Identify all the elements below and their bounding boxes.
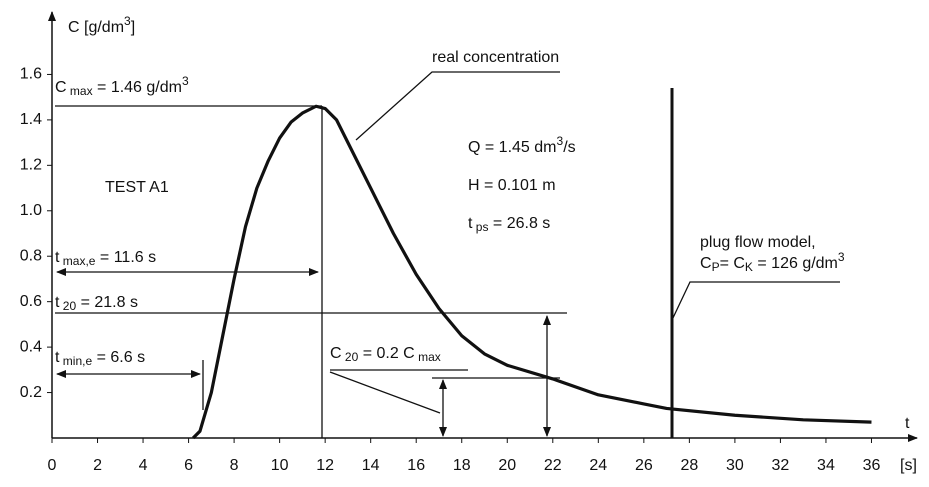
annotation: real concentration [432,49,559,66]
annotation: t max,e = 11.6 s [55,249,156,268]
x-tick-label: 30 [726,457,744,474]
annotation-part: max [415,350,441,364]
annotation: C [g/dm3] [68,14,135,36]
annotation-part: ] [131,19,135,36]
x-tick-label: 2 [93,457,102,474]
annotation-part: /s [563,139,575,156]
leader-line [329,371,441,414]
annotation-part: max [67,84,93,98]
annotation: plug flow model, [700,234,816,251]
x-tick-label: 36 [863,457,881,474]
annotation-part: t [55,249,60,266]
annotation-part: = 1.46 g/dm [93,79,182,96]
y-tick-label: 0.6 [20,293,42,310]
x-tick-label: 28 [680,457,698,474]
annotation-part: t [55,294,60,311]
annotation-part: 3 [124,14,131,28]
annotation: H = 0.101 m [468,177,556,194]
annotation: t ps = 26.8 s [468,215,550,234]
annotation-part: = 126 g/dm [753,255,838,272]
annotation-part: 3 [182,74,189,88]
annotation-part: C [55,79,67,96]
annotation-part: = C [720,255,745,272]
x-tick-label: 6 [184,457,193,474]
annotation-part: C [700,255,712,272]
annotation-part: min,e [59,354,92,368]
x-tick-label: 22 [544,457,562,474]
annotation-part: max,e [59,254,95,268]
annotation-part: C [g/dm [68,19,124,36]
x-tick-label: 0 [48,457,57,474]
x-tick-label: 14 [362,457,380,474]
annotation-part: 20 [59,299,76,313]
x-tick-label: 8 [230,457,239,474]
x-tick-label: 10 [271,457,289,474]
y-tick-label: 1.4 [20,111,42,128]
annotation-part: = 11.6 s [95,249,156,266]
x-tick-label: 32 [772,457,790,474]
y-tick-label: 0.4 [20,338,42,355]
annotation-part: t [55,349,60,366]
x-tick-label: 18 [453,457,471,474]
y-tick-label: 0.8 [20,247,42,264]
x-tick-label: 20 [498,457,516,474]
annotation-part: P [712,260,720,274]
y-tick-label: 1.0 [20,202,42,219]
annotation-part: H = 0.101 m [468,177,556,194]
annotation-lines [55,71,840,438]
x-tick-label: 34 [817,457,835,474]
annotation: TEST A1 [105,179,169,196]
curve [192,104,872,440]
annotation-part: = 0.2 C [358,345,414,362]
x-tick-label: 24 [589,457,607,474]
x-axis-label: t [905,415,910,432]
x-axis-unit: [s] [900,457,917,474]
y-tick-label: 0.2 [20,384,42,401]
annotation-part: 20 [342,350,359,364]
annotation: t min,e = 6.6 s [55,349,145,368]
annotation: CP= CK = 126 g/dm3 [700,250,845,274]
x-tick-label: 12 [316,457,334,474]
x-tick-label: 16 [407,457,425,474]
annotation-part: ps [472,220,488,234]
annotation-part: real concentration [432,49,559,66]
annotation: C 20 = 0.2 C max [330,345,441,364]
leader-line [671,281,840,321]
annotation-part: = 6.6 s [92,349,145,366]
annotation-part: C [330,345,342,362]
annotation-part: plug flow model, [700,234,816,251]
x-tick-label: 4 [139,457,148,474]
annotation-part: t [468,215,473,232]
annotation-part: = 26.8 s [488,215,550,232]
leader-line [355,71,560,141]
annotation: C max = 1.46 g/dm3 [55,74,189,98]
y-tick-label: 1.2 [20,157,42,174]
y-tick-label: 1.6 [20,66,42,83]
x-tick-label: 26 [635,457,653,474]
annotation-part: 3 [557,134,564,148]
annotation: Q = 1.45 dm3/s [468,134,576,156]
annotation-part: Q = 1.45 dm [468,139,557,156]
annotation: t 20 = 21.8 s [55,294,138,313]
annotation-part: K [745,260,753,274]
annotation-part: = 21.8 s [76,294,138,311]
annotation-part: TEST A1 [105,179,169,196]
annotation-part: 3 [838,250,845,264]
